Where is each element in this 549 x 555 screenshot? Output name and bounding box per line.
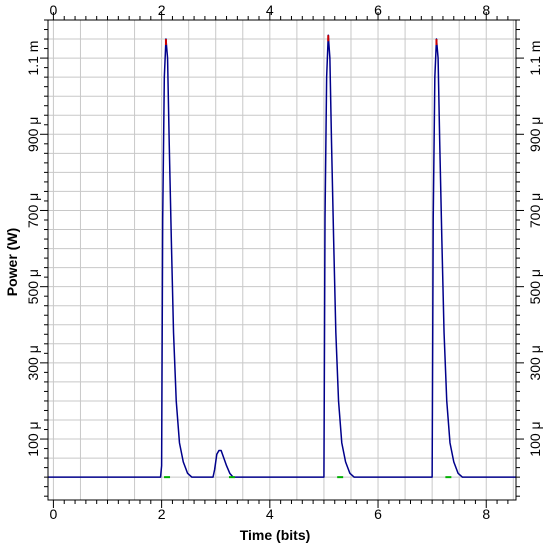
- y-tick-label-left: 100 μ: [25, 421, 41, 456]
- x-tick-label-bottom: 8: [482, 506, 490, 522]
- x-tick-label-bottom: 2: [158, 506, 166, 522]
- tick-labels: 0 0 2 2 4 4 6 6 8 8 100 μ 100 μ 300 μ 300 μ 500 μ 500 μ…: [25, 2, 543, 522]
- x-tick-label-bottom: 0: [50, 506, 58, 522]
- y-axis-title: Power (W): [4, 228, 20, 296]
- x-tick-label-top: 4: [266, 2, 274, 18]
- y-tick-label-right: 700 μ: [527, 193, 543, 228]
- x-tick-label-bottom: 6: [374, 506, 382, 522]
- y-tick-label-right: 1.1 m: [527, 41, 543, 76]
- signal-line: [48, 34, 516, 478]
- y-tick-label-left: 700 μ: [25, 193, 41, 228]
- x-tick-label-top: 6: [374, 2, 382, 18]
- grid: [48, 19, 516, 500]
- x-tick-label-top: 0: [50, 2, 58, 18]
- plot-frame: [47, 19, 517, 501]
- ticks: [40, 12, 524, 508]
- y-tick-label-right: 500 μ: [527, 269, 543, 304]
- x-tick-label-top: 8: [482, 2, 490, 18]
- y-tick-label-right: 900 μ: [527, 117, 543, 152]
- y-tick-label-left: 1.1 m: [25, 41, 41, 76]
- x-tick-label-bottom: 4: [266, 506, 274, 522]
- y-tick-label-right: 100 μ: [527, 421, 543, 456]
- x-axis-title: Time (bits): [240, 527, 311, 543]
- series-layer: [48, 34, 516, 479]
- y-tick-label-left: 300 μ: [25, 345, 41, 380]
- x-tick-label-top: 2: [158, 2, 166, 18]
- y-tick-label-left: 500 μ: [25, 269, 41, 304]
- y-tick-label-right: 300 μ: [527, 345, 543, 380]
- y-tick-label-left: 900 μ: [25, 117, 41, 152]
